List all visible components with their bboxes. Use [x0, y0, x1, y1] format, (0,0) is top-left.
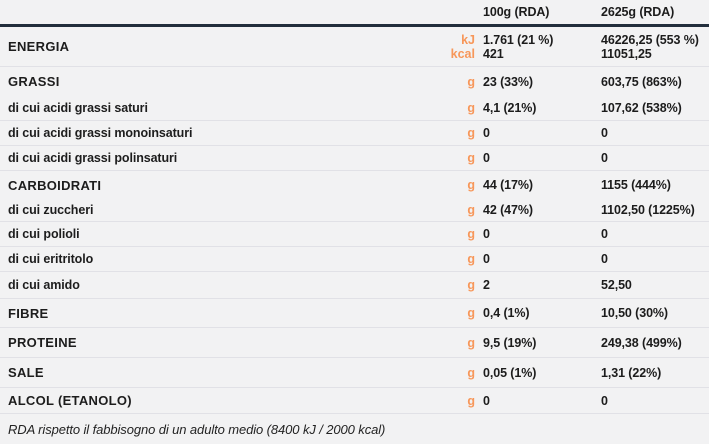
value-per-100g: 42 (47%): [483, 203, 533, 217]
value-per-100g: 2: [483, 278, 490, 292]
table-row-grassi-saturi: di cui acidi grassi saturi g 4,1 (21%) 1…: [0, 96, 709, 121]
table-row-polioli: di cui polioli g 0 0: [0, 222, 709, 247]
unit-label: g: [467, 178, 475, 192]
header-rule: [0, 24, 709, 27]
table-row-sale: SALE g 0,05 (1%) 1,31 (22%): [0, 358, 709, 388]
rda-footnote: RDA rispetto il fabbisogno di un adulto …: [8, 422, 386, 437]
value-per-portion: 0: [601, 151, 608, 165]
value-per-portion: 10,50 (30%): [601, 306, 668, 320]
unit-label: g: [467, 393, 475, 408]
value-per-portion: 0: [601, 227, 608, 241]
table-row-grassi: GRASSI g 23 (33%) 603,75 (863%): [0, 67, 709, 96]
nutrient-label: di cui polioli: [8, 227, 80, 241]
unit-label: g: [467, 126, 475, 140]
unit-label: g: [467, 203, 475, 217]
value-per-100g: 44 (17%): [483, 178, 533, 192]
nutrient-label: ALCOL (ETANOLO): [8, 393, 132, 408]
value-per-portion: 249,38 (499%): [601, 335, 682, 350]
value-per-100g: 1.761 (21 %) 421: [475, 33, 593, 61]
table-row-grassi-polinsaturi: di cui acidi grassi polinsaturi g 0 0: [0, 146, 709, 171]
unit-kj: kJ: [461, 32, 475, 47]
value-per-100g: 0,05 (1%): [483, 365, 537, 380]
value-per-portion: 1,31 (22%): [601, 365, 662, 380]
nutrient-label: di cui acidi grassi saturi: [8, 101, 148, 115]
value-per-100g: 0: [483, 393, 490, 408]
value-kcal-per-100g: 421: [483, 46, 504, 61]
value-kj-per-portion: 46226,25 (553 %): [601, 32, 699, 47]
value-per-portion: 0: [601, 393, 608, 408]
value-per-portion: 107,62 (538%): [601, 101, 682, 115]
unit-label: g: [467, 278, 475, 292]
nutrient-label: di cui zuccheri: [8, 203, 94, 217]
table-row-proteine: PROTEINE g 9,5 (19%) 249,38 (499%): [0, 328, 709, 358]
unit-kcal: kcal: [450, 46, 475, 61]
value-per-100g: 23 (33%): [483, 74, 533, 89]
unit-label: g: [467, 252, 475, 266]
table-row-fibre: FIBRE g 0,4 (1%) 10,50 (30%): [0, 299, 709, 328]
value-per-portion: 1102,50 (1225%): [601, 203, 695, 217]
unit-label: g: [467, 335, 475, 350]
unit-label: g: [467, 151, 475, 165]
value-per-100g: 0: [483, 227, 490, 241]
value-per-portion: 1155 (444%): [601, 178, 671, 192]
table-header-row: 100g (RDA) 2625g (RDA): [0, 0, 709, 24]
value-per-portion: 52,50: [601, 278, 632, 292]
value-kcal-per-portion: 11051,25: [601, 46, 652, 61]
nutrient-label: SALE: [8, 365, 44, 380]
nutrient-label: GRASSI: [8, 74, 60, 89]
nutrient-label: di cui acidi grassi monoinsaturi: [8, 126, 193, 140]
table-row-grassi-monoinsaturi: di cui acidi grassi monoinsaturi g 0 0: [0, 121, 709, 146]
value-per-100g: 0: [483, 151, 490, 165]
value-per-100g: 9,5 (19%): [483, 335, 537, 350]
value-kj-per-100g: 1.761 (21 %): [483, 32, 554, 47]
nutrient-label: PROTEINE: [8, 335, 77, 350]
column-header-per-portion: 2625g (RDA): [601, 5, 675, 19]
unit-label: g: [467, 74, 475, 89]
nutrient-label: FIBRE: [8, 305, 49, 321]
nutrient-label: di cui acidi grassi polinsaturi: [8, 151, 178, 165]
nutrient-label: ENERGIA: [8, 39, 70, 54]
column-header-per-100g: 100g (RDA): [483, 5, 550, 19]
table-row-energia: ENERGIA kJ kcal 1.761 (21 %) 421 46226,2…: [0, 27, 709, 67]
value-per-portion: 603,75 (863%): [601, 74, 682, 89]
unit-label: g: [467, 227, 475, 241]
value-per-100g: 0: [483, 126, 490, 140]
value-per-100g: 4,1 (21%): [483, 101, 537, 115]
value-per-100g: 0,4 (1%): [483, 306, 530, 320]
value-per-100g: 0: [483, 252, 490, 266]
unit-label: g: [467, 306, 475, 320]
table-row-alcol: ALCOL (ETANOLO) g 0 0: [0, 388, 709, 414]
value-per-portion: 46226,25 (553 %) 11051,25: [593, 33, 709, 61]
nutrient-label: di cui amido: [8, 278, 80, 292]
table-row-carboidrati: CARBOIDRATI g 44 (17%) 1155 (444%): [0, 171, 709, 199]
value-per-portion: 0: [601, 126, 608, 140]
unit-label: g: [467, 101, 475, 115]
value-per-portion: 0: [601, 252, 608, 266]
unit-label: g: [467, 365, 475, 380]
nutrient-label: CARBOIDRATI: [8, 177, 102, 193]
table-row-eritritolo: di cui eritritolo g 0 0: [0, 247, 709, 272]
table-row-amido: di cui amido g 2 52,50: [0, 272, 709, 299]
nutrient-label: di cui eritritolo: [8, 252, 94, 266]
unit-label: kJ kcal: [435, 33, 475, 61]
table-row-zuccheri: di cui zuccheri g 42 (47%) 1102,50 (1225…: [0, 199, 709, 222]
